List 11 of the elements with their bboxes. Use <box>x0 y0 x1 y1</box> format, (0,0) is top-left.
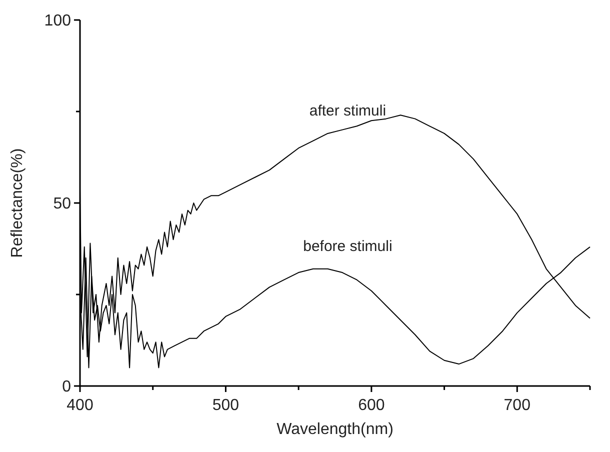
x-tick-label: 700 <box>504 397 531 414</box>
x-tick-label: 400 <box>66 397 94 414</box>
series-label: after stimuli <box>309 102 386 120</box>
y-axis-title: Reflectance(%) <box>9 148 26 258</box>
x-tick-label: 600 <box>358 397 385 414</box>
y-tick-label: 100 <box>44 12 72 30</box>
x-axis-title: Wavelength(nm) <box>276 421 394 438</box>
x-tick-label: 500 <box>212 397 240 414</box>
y-tick-label: 50 <box>53 196 72 213</box>
y-tick-label: 0 <box>62 378 72 396</box>
series-label: before stimuli <box>303 238 392 255</box>
